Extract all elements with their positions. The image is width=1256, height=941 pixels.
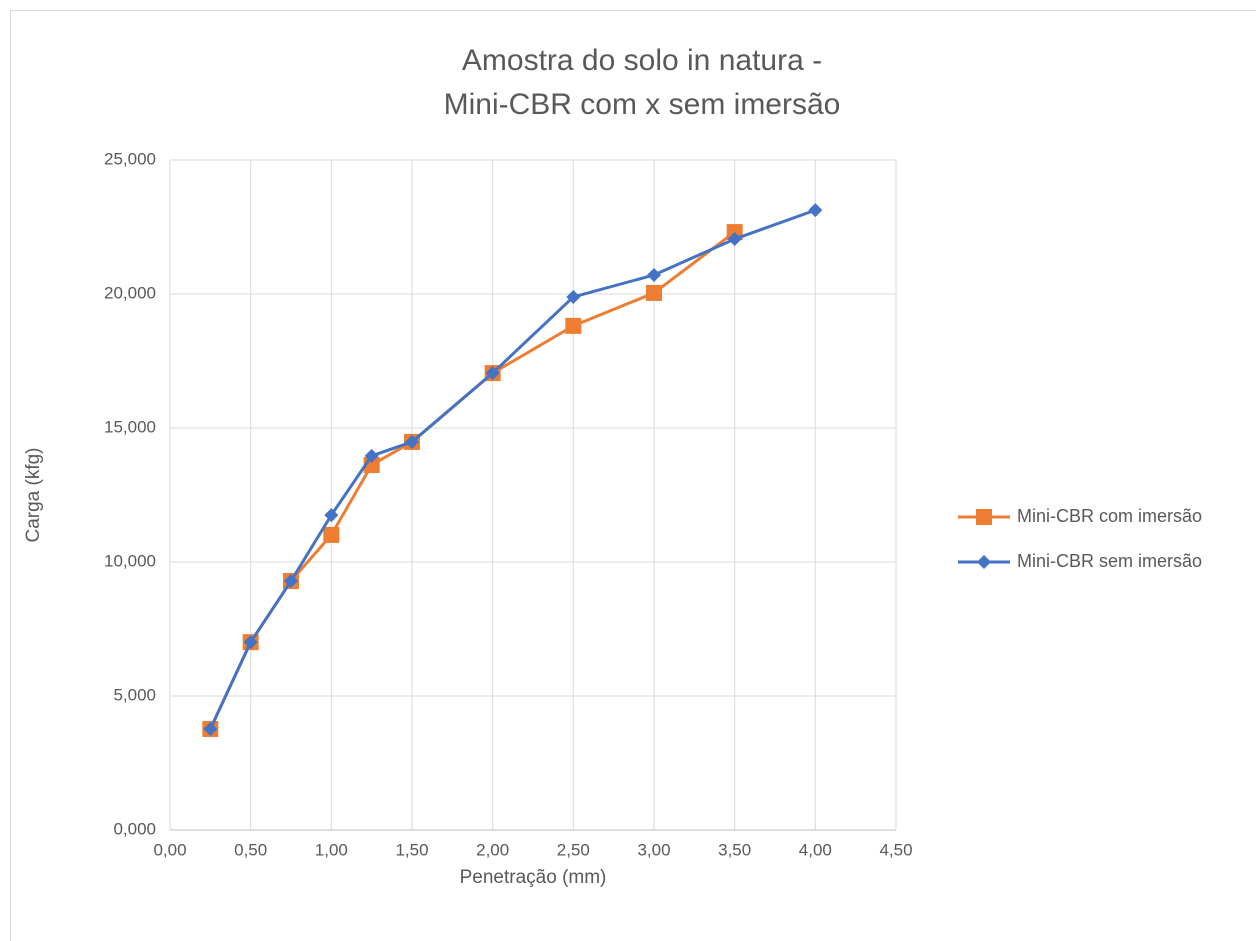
data-point	[243, 635, 258, 650]
data-point	[647, 267, 661, 282]
data-point	[566, 289, 581, 304]
y-tick-label: 25,000	[104, 149, 156, 168]
x-tick-label: 1,50	[395, 840, 428, 859]
x-tick-label: 0,50	[234, 840, 267, 859]
x-tick-label: 2,50	[557, 840, 590, 859]
chart-border	[10, 10, 1256, 941]
data-point	[323, 526, 340, 543]
data-point	[324, 508, 339, 523]
data-point	[565, 317, 582, 334]
legend-label: Mini-CBR com imersão	[1017, 506, 1202, 526]
x-tick-label: 2,00	[476, 840, 509, 859]
data-point	[808, 203, 823, 218]
chart-title: Amostra do solo in natura -	[462, 44, 822, 77]
data-point	[646, 284, 662, 301]
data-point	[405, 434, 419, 449]
data-point	[203, 721, 218, 736]
y-axis-label: Carga (kfg)	[23, 447, 44, 542]
x-tick-label: 3,50	[718, 840, 751, 859]
x-tick-label: 0,00	[153, 840, 186, 859]
x-tick-label: 1,00	[315, 840, 348, 859]
y-tick-label: 0,000	[113, 819, 156, 838]
x-axis-label: Penetração (mm)	[460, 867, 607, 888]
x-tick-label: 4,50	[879, 840, 912, 859]
x-tick-label: 4,00	[799, 840, 832, 859]
data-point	[727, 232, 742, 247]
y-tick-label: 5,000	[113, 685, 156, 704]
x-tick-label: 3,00	[637, 840, 670, 859]
y-tick-label: 15,000	[104, 417, 156, 436]
data-point	[284, 574, 298, 589]
data-point	[364, 448, 379, 463]
data-point	[485, 366, 500, 381]
legend-marker	[977, 555, 991, 569]
y-tick-label: 20,000	[104, 283, 156, 302]
chart-title: Mini-CBR com x sem imersão	[444, 88, 841, 121]
y-tick-label: 10,000	[104, 551, 156, 570]
legend-marker	[976, 509, 992, 525]
legend-label: Mini-CBR sem imersão	[1017, 551, 1202, 571]
